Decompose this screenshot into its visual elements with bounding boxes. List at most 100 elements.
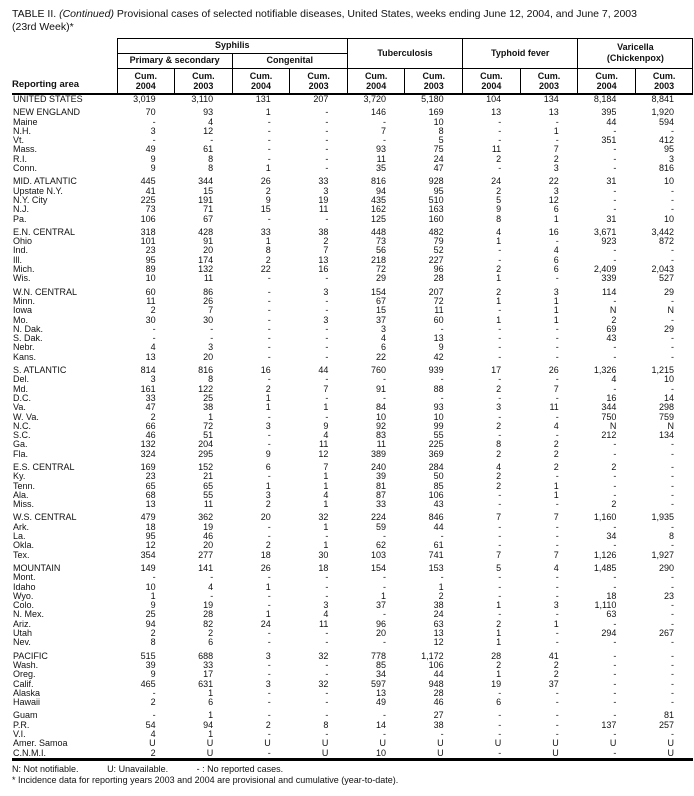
value-cell: 3 bbox=[668, 153, 674, 164]
value-cell: 9 bbox=[150, 163, 156, 174]
value-cell: 1 bbox=[496, 669, 502, 680]
value-cell: - bbox=[267, 125, 271, 136]
reporting-area-cell: Tenn. bbox=[13, 480, 36, 491]
value-cell: - bbox=[325, 144, 329, 155]
value-cell: - bbox=[267, 572, 271, 583]
value-cell: 25 bbox=[145, 609, 156, 620]
value-cell: 369 bbox=[428, 448, 444, 459]
value-cell: 21 bbox=[203, 471, 214, 482]
value-cell: - bbox=[670, 637, 674, 648]
table-title-week: (23rd Week)* bbox=[12, 20, 74, 33]
reporting-area-cell: N.Y. City bbox=[13, 194, 48, 205]
value-cell: 146 bbox=[370, 107, 386, 118]
value-cell: 428 bbox=[198, 226, 214, 237]
value-cell: 61 bbox=[433, 540, 444, 551]
cum-label: Cum. bbox=[652, 71, 676, 81]
value-cell: - bbox=[613, 351, 617, 362]
value-cell: 224 bbox=[370, 512, 386, 523]
value-cell: 96 bbox=[433, 264, 444, 275]
value-cell: 72 bbox=[375, 264, 386, 275]
value-cell: 7 bbox=[496, 549, 502, 560]
value-cell: U bbox=[206, 738, 214, 749]
reporting-area-cell: N. Mex. bbox=[13, 609, 45, 620]
value-cell: 61 bbox=[203, 144, 214, 155]
value-cell: - bbox=[670, 351, 674, 362]
value-cell: - bbox=[382, 572, 386, 583]
value-cell: 2 bbox=[438, 590, 444, 601]
value-cell: 19 bbox=[491, 678, 502, 689]
value-cell: 101 bbox=[140, 236, 156, 247]
table-row: E.S. CENTRAL 169 152 6 7 240 284 4 2 2 - bbox=[12, 462, 693, 472]
value-cell: 95 bbox=[433, 185, 444, 196]
value-cell: 96 bbox=[375, 618, 386, 629]
value-cell: - bbox=[555, 609, 559, 620]
value-cell: 62 bbox=[375, 540, 386, 551]
value-cell: 72 bbox=[203, 420, 214, 431]
value-cell: 2 bbox=[553, 153, 559, 164]
value-cell: 93 bbox=[433, 402, 444, 413]
value-cell: 2,409 bbox=[593, 264, 617, 275]
table-row: MID. ATLANTIC 445 344 26 33 816 928 24 22 31 10 bbox=[12, 177, 693, 187]
reporting-area-cell: Upstate N.Y. bbox=[13, 185, 63, 196]
value-cell: - bbox=[555, 710, 559, 721]
value-cell: 33 bbox=[203, 659, 214, 670]
value-cell: 94 bbox=[375, 185, 386, 196]
value-cell: - bbox=[382, 374, 386, 385]
value-cell: 11 bbox=[203, 273, 214, 284]
value-cell: 55 bbox=[203, 489, 214, 500]
value-cell: 344 bbox=[601, 402, 617, 413]
value-cell: 73 bbox=[375, 236, 386, 247]
value-cell: 816 bbox=[198, 365, 214, 376]
value-cell: 3 bbox=[150, 125, 156, 136]
table-row: Md. 161 122 2 7 91 88 2 7 - - bbox=[12, 384, 693, 394]
value-cell: 99 bbox=[433, 420, 444, 431]
reporting-area-cell: Wyo. bbox=[13, 590, 34, 601]
value-cell: 13 bbox=[433, 333, 444, 344]
value-cell: 2 bbox=[150, 697, 156, 708]
value-cell: - bbox=[613, 581, 617, 592]
value-cell: 106 bbox=[428, 489, 444, 500]
value-cell: 68 bbox=[145, 489, 156, 500]
value-cell: - bbox=[613, 295, 617, 306]
value-cell: 13 bbox=[548, 107, 559, 118]
notifiable-diseases-table: Reporting area Syphilis Tuberculosis Typ… bbox=[12, 38, 694, 761]
value-cell: 8 bbox=[496, 439, 502, 450]
value-cell: - bbox=[613, 471, 617, 482]
value-cell: 1 bbox=[496, 628, 502, 639]
value-cell: 33 bbox=[375, 499, 386, 510]
value-cell: 3 bbox=[208, 342, 214, 353]
value-cell: - bbox=[267, 628, 271, 639]
value-cell: 1,935 bbox=[651, 512, 674, 523]
reporting-area-cell: Alaska bbox=[13, 687, 41, 698]
column-header-cum-2003: Cum. 2003 bbox=[174, 68, 233, 95]
table-header: Reporting area Syphilis Tuberculosis Typ… bbox=[12, 38, 694, 95]
value-cell: U bbox=[149, 738, 156, 749]
value-cell: - bbox=[613, 439, 617, 450]
value-cell: 10 bbox=[433, 116, 444, 127]
value-cell: 597 bbox=[370, 678, 386, 689]
value-cell: - bbox=[613, 747, 617, 758]
value-cell: - bbox=[555, 628, 559, 639]
value-cell: - bbox=[498, 163, 502, 174]
value-cell: - bbox=[325, 669, 329, 680]
value-cell: 1 bbox=[265, 480, 271, 491]
value-cell: 34 bbox=[375, 669, 386, 680]
value-cell: - bbox=[325, 590, 329, 601]
value-cell: 3,442 bbox=[651, 226, 674, 237]
value-cell: - bbox=[498, 135, 502, 146]
value-cell: 3 bbox=[553, 185, 559, 196]
value-cell: 1 bbox=[323, 499, 329, 510]
value-cell: 55 bbox=[433, 430, 444, 441]
value-cell: - bbox=[555, 471, 559, 482]
value-cell: - bbox=[555, 499, 559, 510]
value-cell: 846 bbox=[428, 512, 444, 523]
value-cell: 72 bbox=[433, 295, 444, 306]
value-cell: 207 bbox=[313, 94, 329, 104]
value-cell: N bbox=[609, 420, 617, 431]
table-row: Del. 3 8 - - - - - - 4 10 bbox=[12, 374, 693, 385]
value-cell: 71 bbox=[203, 204, 214, 215]
value-cell: 11 bbox=[319, 618, 329, 629]
value-cell: 94 bbox=[145, 618, 156, 629]
column-group-tuberculosis: Tuberculosis bbox=[346, 38, 464, 69]
reporting-area-cell: Ga. bbox=[13, 439, 28, 450]
